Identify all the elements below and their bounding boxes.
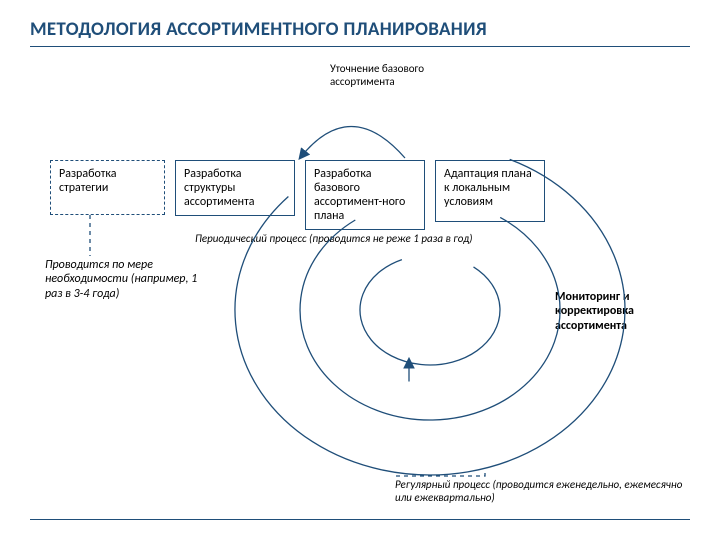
spiral-inner xyxy=(360,260,500,365)
left-note: Проводится по мере необходимости (наприм… xyxy=(45,258,205,301)
box-strategy: Разработка стратегии xyxy=(50,160,165,215)
header-rule xyxy=(30,46,690,47)
top-note: Уточнение базового ассортимента xyxy=(330,62,440,88)
spiral-dashed-leader xyxy=(392,473,485,476)
periodic-note: Периодический процесс (проводится не реж… xyxy=(195,232,555,245)
footer-rule xyxy=(30,519,690,520)
box-base-plan: Разработка базового ассортимент-ного пла… xyxy=(305,160,425,230)
regular-note: Регулярный процесс (проводится еженедель… xyxy=(395,478,695,504)
box-structure: Разработка структуры ассортимента xyxy=(175,160,295,216)
monitoring-label: Мониторинг и корректировка ассортимента xyxy=(555,290,665,333)
feedback-arc xyxy=(300,127,405,159)
page-title: МЕТОДОЛОГИЯ АССОРТИМЕНТНОГО ПЛАНИРОВАНИЯ xyxy=(30,18,487,41)
spiral-mid xyxy=(300,217,560,420)
box-adaptation: Адаптация плана к локальным условиям xyxy=(435,160,545,222)
